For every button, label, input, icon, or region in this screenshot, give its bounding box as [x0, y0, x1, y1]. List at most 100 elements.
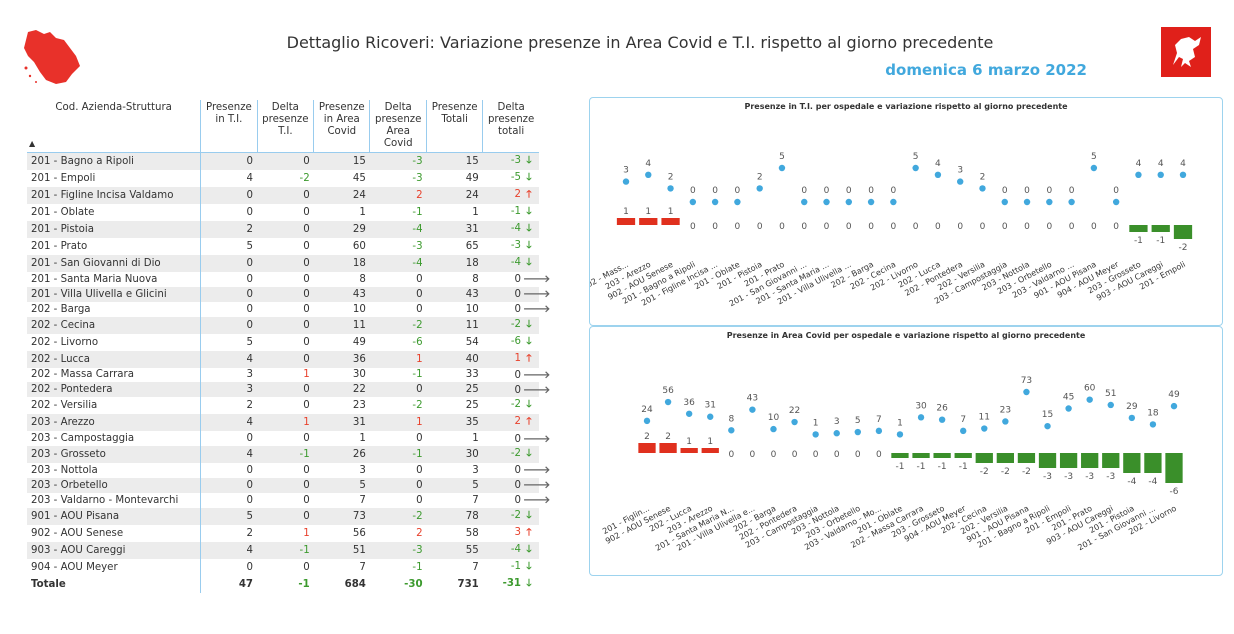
cell-dcovid: -2: [412, 400, 423, 412]
column-header-struttura[interactable]: Cod. Azienda-Struttura ▲: [27, 100, 202, 153]
table-row[interactable]: 203 - Arezzo 4 1 31 1 35 2 🡑: [27, 414, 539, 432]
cell-name: 201 - Villa Ulivella e Glicini: [27, 286, 202, 302]
delta-label: -3: [1064, 472, 1073, 482]
delta-label: 0: [980, 222, 986, 232]
presenze-label: 45: [1063, 392, 1074, 402]
table-row[interactable]: 203 - Orbetello 0 0 5 0 5 0 🡒: [27, 477, 550, 493]
cell-dcovid: -1: [412, 369, 423, 381]
column-header-presenze-totali[interactable]: Presenze Totali: [426, 100, 484, 153]
cell-covid: 45: [352, 173, 366, 184]
trend-arrow-icon: 🡓: [526, 399, 532, 411]
table-row[interactable]: 202 - Pontedera 3 0 22 0 25 0 🡒: [27, 382, 550, 398]
delta-label: 1: [668, 207, 674, 217]
table-row[interactable]: 203 - Nottola 0 0 3 0 3 0 🡒: [27, 463, 550, 478]
trend-arrow-icon: 🡑: [526, 416, 532, 428]
table-row[interactable]: 902 - AOU Senese 2 1 56 2 58 3 🡑: [27, 524, 539, 542]
cell-dtot: -4 🡓: [482, 221, 539, 238]
cell-ti: 4: [200, 350, 257, 368]
table-row[interactable]: 201 - Prato 5 0 60 -3 65 -3 🡓: [27, 238, 539, 255]
table-row[interactable]: 202 - Livorno 5 0 49 -6 54 -6 🡓: [27, 333, 539, 351]
table-row[interactable]: 901 - AOU Pisana 5 0 73 -2 78 -2 🡓: [27, 507, 539, 525]
table-row[interactable]: 202 - Barga 0 0 10 0 10 0 🡒: [27, 301, 550, 317]
cell-dti: 0: [257, 350, 314, 368]
presenze-label: 7: [960, 415, 966, 425]
cell-dcovid: 0: [416, 494, 423, 506]
cell-dcovid: -3: [369, 152, 427, 170]
column-header-delta-ti[interactable]: Delta presenze T.I.: [257, 100, 315, 153]
cell-dti: 0: [257, 507, 314, 525]
table-row[interactable]: 203 - Valdarno - Montevarchi 0 0 7 0 7 0 🡒: [27, 492, 550, 508]
table-row[interactable]: 201 - Bagno a Ripoli 0 0 15 -3 15 -3 🡓: [27, 152, 539, 170]
cell-dtot: 2 🡑: [482, 187, 539, 204]
table-row[interactable]: 202 - Lucca 4 0 36 1 40 1 🡑: [27, 350, 539, 368]
presenze-label: 0: [801, 186, 807, 196]
sort-ascending-icon[interactable]: ▲: [29, 139, 36, 148]
table-row[interactable]: 201 - Oblate 0 0 1 -1 1 -1 🡓: [27, 204, 539, 221]
cell-dti: -1: [257, 541, 314, 559]
table-row[interactable]: 201 - Santa Maria Nuova 0 0 8 0 8 0 🡒: [27, 272, 550, 287]
column-header-presenze-covid[interactable]: Presenze in Area Covid: [313, 100, 371, 153]
column-header-delta-covid[interactable]: Delta presenze Area Covid: [369, 100, 428, 153]
trend-arrow-icon: 🡓: [526, 577, 532, 589]
cell-covid: 3: [359, 464, 366, 476]
column-header-presenze-ti[interactable]: Presenze in T.I.: [200, 100, 258, 153]
table-row[interactable]: 203 - Campostaggia 0 0 1 0 1 0 🡒: [27, 431, 550, 447]
table-row[interactable]: 203 - Grosseto 4 -1 26 -1 30 -2 🡓: [27, 446, 539, 464]
cell-tot: 7: [472, 561, 479, 573]
table-row[interactable]: 903 - AOU Careggi 4 -1 51 -3 55 -4 🡓: [27, 541, 539, 559]
cell-dcovid: -3: [369, 541, 427, 559]
delta-bar: [975, 453, 993, 463]
cell-name: 201 - Empoli: [27, 170, 202, 187]
presenze-label: 4: [1136, 159, 1142, 169]
table-row[interactable]: 202 - Versilia 2 0 23 -2 25 -2 🡓: [27, 397, 539, 415]
cell-covid: 49: [352, 336, 366, 348]
cell-covid: 51: [313, 541, 370, 559]
trend-arrow-icon: 🡓: [526, 560, 532, 572]
table-row[interactable]: 904 - AOU Meyer 0 0 7 -1 7 -1 🡓: [27, 558, 539, 576]
delta-label: 0: [868, 222, 874, 232]
presenze-point: [728, 427, 735, 434]
presenze-point: [979, 185, 986, 192]
presenze-point: [1001, 198, 1008, 206]
presenze-point: [664, 398, 672, 406]
trend-arrow-icon: 🡓: [526, 335, 532, 347]
table-total-row[interactable]: Totale 47 -1 684 -30 731 -31 🡓: [27, 575, 539, 593]
table-row[interactable]: 201 - San Giovanni di Dio 0 0 18 -4 18 -4 🡓: [27, 255, 539, 272]
cell-tot: 49: [465, 173, 479, 184]
presenze-label: 56: [662, 386, 674, 396]
cell-tot: 10: [465, 303, 479, 315]
page-title: Dettaglio Ricoveri: Variazione presenze …: [286, 33, 994, 52]
delta-label: -1: [959, 462, 968, 472]
delta-label: 0: [712, 222, 718, 232]
table-row[interactable]: 202 - Cecina 0 0 11 -2 11 -2 🡓: [27, 316, 539, 334]
trend-arrow-icon: 🡑: [526, 189, 532, 200]
presenze-point: [643, 417, 651, 425]
trend-arrow-icon: 🡓: [526, 240, 532, 251]
table-row[interactable]: 201 - Pistoia 2 0 29 -4 31 -4 🡓: [27, 221, 539, 238]
cell-tot: 1: [472, 433, 479, 445]
trend-arrow-icon: 🡓: [526, 257, 532, 268]
cell-tot: 78: [426, 507, 483, 525]
presenze-point: [934, 171, 942, 178]
cell-dti: 0: [303, 433, 310, 445]
presenze-label: 4: [645, 159, 651, 169]
presenze-label: 15: [1042, 410, 1053, 420]
cell-dti: 0: [303, 241, 310, 252]
table-row[interactable]: 201 - Villa Ulivella e Glicini 0 0 43 0 43 0 🡒: [27, 286, 550, 302]
table-row[interactable]: 201 - Empoli 4 -2 45 -3 49 -5 🡓: [27, 170, 539, 187]
presenze-label: 23: [1000, 405, 1011, 415]
presenze-label: 0: [1069, 186, 1075, 196]
cell-covid: 23: [352, 400, 366, 412]
cell-dti: 0: [257, 316, 314, 334]
trend-arrow-icon: 🡑: [526, 526, 532, 538]
cell-ti: 0: [246, 273, 253, 285]
delta-label: 0: [957, 222, 963, 232]
cell-dti: 0: [257, 477, 314, 493]
presenze-point: [912, 164, 919, 172]
column-header-delta-totali[interactable]: Delta presenze totali: [487, 102, 535, 137]
cell-dcovid: 0: [416, 273, 423, 285]
cell-ti: 0: [246, 494, 253, 506]
table-row[interactable]: 202 - Massa Carrara 3 1 30 -1 33 0 🡒: [27, 367, 550, 383]
table-row[interactable]: 201 - Figline Incisa Valdamo 0 0 24 2 24 2 🡑: [27, 187, 539, 204]
presenze-label: 49: [1168, 390, 1180, 400]
